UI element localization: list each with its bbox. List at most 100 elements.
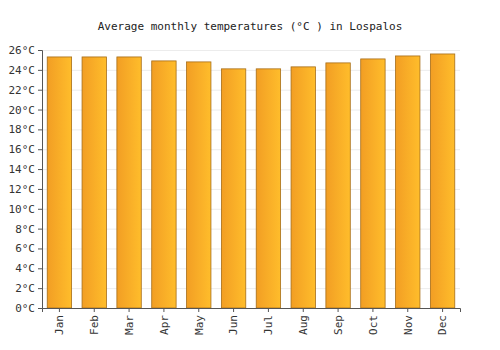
x-tick-mark (372, 308, 373, 312)
x-tick-mark (163, 308, 164, 312)
bar (152, 61, 176, 308)
y-tick-label: 16°C (9, 143, 36, 156)
y-tick: 24°C (9, 64, 43, 77)
y-tick-mark (38, 70, 42, 71)
x-tick-mark (59, 308, 60, 312)
y-tick-mark (38, 129, 42, 130)
x-tick: Aug (297, 308, 310, 335)
x-tick-mark (198, 308, 199, 312)
x-axis: Jan Feb Mar Apr May Jun Jul Aug Sep Oct Nov Dec (43, 308, 461, 335)
y-tick-mark (38, 110, 42, 111)
bar (256, 69, 280, 308)
y-tick-mark (38, 248, 42, 249)
x-tick-label: Jul (262, 315, 275, 335)
x-tick: Dec (436, 308, 449, 335)
y-tick-label: 18°C (9, 123, 36, 136)
x-tick-label: Dec (436, 315, 449, 335)
y-tick: 10°C (9, 203, 43, 216)
y-tick: 8°C (15, 223, 42, 236)
bar (117, 57, 141, 308)
x-tick-mark (94, 308, 95, 312)
y-tick-label: 8°C (15, 223, 35, 236)
x-tick-label: Jan (53, 315, 66, 335)
y-tick: 16°C (9, 143, 43, 156)
y-tick-label: 22°C (9, 84, 36, 97)
y-tick-label: 26°C (9, 44, 36, 57)
x-tick: Sep (332, 308, 345, 335)
x-tick: Apr (158, 308, 171, 335)
y-tick-label: 24°C (9, 64, 36, 77)
y-tick: 2°C (15, 282, 42, 295)
y-tick-mark (38, 50, 42, 51)
x-tick: Jun (227, 308, 240, 335)
x-tick-label: Sep (332, 315, 345, 335)
x-tick-mark (129, 308, 130, 312)
bar (361, 59, 385, 308)
grid (42, 51, 460, 309)
bar (221, 69, 245, 308)
y-tick-mark (38, 229, 42, 230)
y-tick-label: 12°C (9, 183, 36, 196)
x-axis-line (43, 309, 461, 313)
y-tick: 20°C (9, 104, 43, 117)
bar (291, 67, 315, 308)
y-tick: 0°C (15, 302, 42, 315)
y-tick-label: 2°C (15, 282, 35, 295)
x-tick: May (193, 308, 206, 335)
y-tick-label: 10°C (9, 203, 36, 216)
y-tick: 14°C (9, 163, 43, 176)
plot: 0°C 2°C 4°C 6°C 8°C 10°C 12°C 14°C 16°C 18°C 20°C 2… (9, 44, 461, 335)
y-tick: 26°C (9, 44, 43, 57)
x-tick-label: Jun (227, 315, 240, 335)
x-tick: Mar (123, 308, 136, 335)
title: Average monthly temperatures (°C ) in Lo… (98, 20, 403, 33)
x-tick-label: Oct (367, 315, 380, 335)
x-tick: Feb (88, 308, 101, 335)
bar (82, 57, 106, 308)
y-tick-mark (38, 308, 42, 309)
y-tick-mark (38, 189, 42, 190)
bars (47, 54, 455, 308)
y-tick-mark (38, 149, 42, 150)
bar (396, 56, 420, 308)
x-tick: Oct (367, 308, 380, 335)
bar (187, 62, 211, 308)
y-tick-label: 4°C (15, 262, 35, 275)
y-tick: 22°C (9, 84, 43, 97)
y-tick: 18°C (9, 123, 43, 136)
y-tick: 12°C (9, 183, 43, 196)
x-tick-mark (407, 308, 408, 312)
y-tick-label: 14°C (9, 163, 36, 176)
y-tick-mark (38, 169, 42, 170)
y-tick-mark (38, 288, 42, 289)
x-tick-mark (268, 308, 269, 312)
y-tick-mark (38, 268, 42, 269)
x-tick-label: Mar (123, 315, 136, 335)
y-tick-label: 20°C (9, 104, 36, 117)
chart: 0°C 2°C 4°C 6°C 8°C 10°C 12°C 14°C 16°C 18°C 20°C 2… (0, 0, 500, 350)
x-tick-label: Apr (158, 315, 171, 335)
x-tick: Nov (402, 308, 415, 335)
x-tick-label: Nov (402, 315, 415, 335)
bar (47, 57, 71, 308)
y-tick: 4°C (15, 262, 42, 275)
y-tick-label: 6°C (15, 242, 35, 255)
y-tick-label: 0°C (15, 302, 35, 315)
bar (430, 54, 454, 308)
x-tick: Jan (53, 308, 66, 335)
x-tick: Jul (262, 308, 275, 335)
y-axis: 0°C 2°C 4°C 6°C 8°C 10°C 12°C 14°C 16°C 18°C 20°C 2… (9, 44, 43, 315)
y-tick-mark (38, 90, 42, 91)
x-tick-mark (303, 308, 304, 312)
x-tick-label: May (193, 315, 206, 335)
x-tick-mark (442, 308, 443, 312)
x-tick-label: Aug (297, 315, 310, 335)
grid-line (42, 50, 460, 51)
x-tick-mark (233, 308, 234, 312)
y-tick: 6°C (15, 242, 42, 255)
x-tick-mark (338, 308, 339, 312)
y-axis-line (38, 51, 43, 309)
y-tick-mark (38, 209, 42, 210)
bar (326, 63, 350, 308)
x-tick-label: Feb (88, 315, 101, 335)
